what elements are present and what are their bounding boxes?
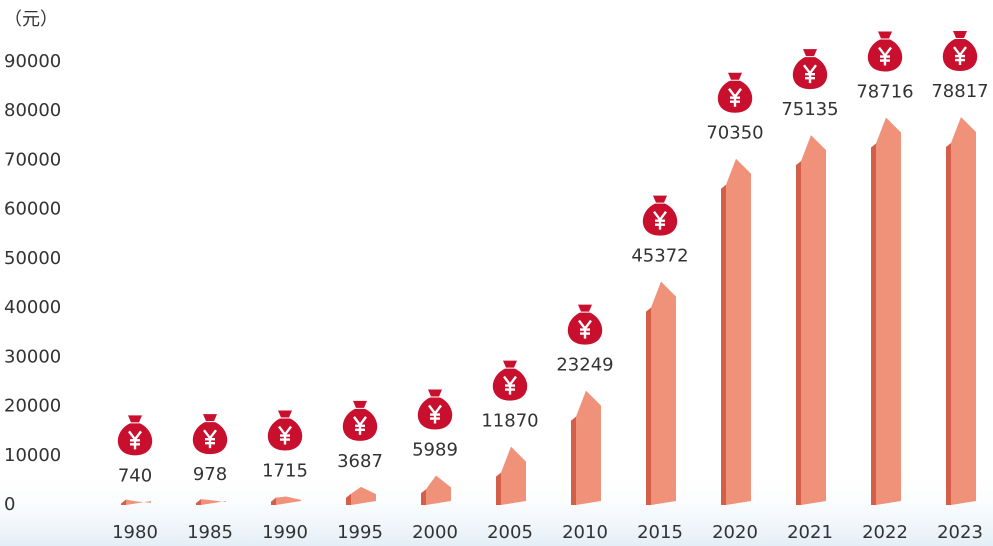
yen xyxy=(578,319,592,339)
bar xyxy=(876,117,901,505)
y-tick-label: 60000 xyxy=(4,199,61,220)
bar xyxy=(201,499,226,505)
bar-side xyxy=(721,184,726,505)
money-bag xyxy=(342,400,378,441)
y-tick-label: 30000 xyxy=(4,346,61,367)
bar-side xyxy=(271,497,276,505)
bar xyxy=(426,475,451,505)
bar-side xyxy=(871,143,876,505)
x-tick-label: 2020 xyxy=(712,522,758,543)
value-label: 75135 xyxy=(781,99,838,120)
x-tick-label: 2015 xyxy=(637,522,683,543)
bar xyxy=(801,135,826,506)
value-label: 78716 xyxy=(856,82,913,103)
x-tick-label: 2021 xyxy=(787,522,833,543)
yen xyxy=(803,64,817,84)
yen xyxy=(503,375,517,395)
money-bag xyxy=(117,415,153,456)
x-tick-label: 1985 xyxy=(187,522,233,543)
yen xyxy=(203,429,217,449)
x-tick-label: 1990 xyxy=(262,522,308,543)
bar xyxy=(576,390,601,505)
bar xyxy=(351,486,376,505)
yen xyxy=(428,404,442,424)
y-tick-label: 70000 xyxy=(4,149,61,170)
money-bag xyxy=(267,410,303,451)
value-label: 978 xyxy=(193,464,227,485)
bar-side xyxy=(421,489,426,505)
x-tick-label: 2010 xyxy=(562,522,608,543)
bar xyxy=(951,117,976,505)
x-tick-label: 1980 xyxy=(112,522,158,543)
yen xyxy=(278,425,292,445)
yen xyxy=(728,88,742,107)
yen xyxy=(128,430,142,450)
bar-side xyxy=(946,143,951,505)
y-tick-label: 80000 xyxy=(4,100,61,121)
bar-side xyxy=(496,472,501,505)
value-label: 23249 xyxy=(556,355,613,376)
value-label: 1715 xyxy=(262,461,308,482)
yen xyxy=(878,46,892,66)
bar-side xyxy=(646,307,651,505)
yen xyxy=(353,416,367,435)
bar-side xyxy=(796,161,801,506)
bag-top xyxy=(353,400,367,408)
x-tick-label: 1995 xyxy=(337,522,383,543)
value-label: 740 xyxy=(118,465,152,486)
bar-side xyxy=(346,493,351,505)
bag-top xyxy=(653,195,667,203)
money-bag xyxy=(717,72,753,113)
bar-side xyxy=(196,499,201,505)
money-bag xyxy=(867,31,903,72)
bag-top xyxy=(203,414,217,422)
value-label: 70350 xyxy=(706,123,763,144)
x-tick-label: 2022 xyxy=(862,522,908,543)
money-bag xyxy=(942,31,978,72)
money-bag xyxy=(642,195,678,236)
y-tick-label: 20000 xyxy=(4,396,61,417)
money-bag xyxy=(192,414,228,455)
x-tick-label: 2023 xyxy=(937,522,983,543)
y-tick-label: 90000 xyxy=(4,51,61,72)
money-bag xyxy=(567,304,603,345)
bag-top xyxy=(128,415,142,423)
bar xyxy=(651,281,676,505)
bar-side xyxy=(121,499,126,505)
bar xyxy=(501,446,526,505)
y-tick-label: 0 xyxy=(4,494,15,515)
y-tick-label: 50000 xyxy=(4,248,61,269)
bar xyxy=(726,158,751,505)
value-label: 11870 xyxy=(481,411,538,432)
y-tick-label: 40000 xyxy=(4,297,61,318)
bag-top xyxy=(878,31,892,39)
bag-top xyxy=(578,304,592,312)
bar-side xyxy=(571,416,576,505)
y-axis-label: （元） xyxy=(4,9,58,30)
bag-top xyxy=(428,389,442,397)
bag-top xyxy=(278,410,292,418)
bag-top xyxy=(728,72,742,80)
value-label: 5989 xyxy=(412,440,458,461)
x-tick-label: 2000 xyxy=(412,522,458,543)
y-tick-label: 10000 xyxy=(4,445,61,466)
bar xyxy=(126,499,151,505)
bag-top xyxy=(953,31,967,39)
money-bag xyxy=(792,49,828,90)
money-bag xyxy=(492,360,528,401)
bag-top xyxy=(503,360,517,368)
bar xyxy=(276,496,301,505)
bag-top xyxy=(803,49,817,57)
value-label: 3687 xyxy=(337,451,383,472)
value-label: 78817 xyxy=(931,81,988,102)
yen xyxy=(653,210,667,230)
yen xyxy=(953,46,967,66)
money-bag xyxy=(417,389,453,430)
x-tick-label: 2005 xyxy=(487,522,533,543)
value-label: 45372 xyxy=(631,246,688,267)
